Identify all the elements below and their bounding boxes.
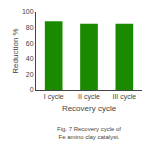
svg-text:Reduction %: Reduction % [11, 28, 20, 73]
svg-text:I cycle: I cycle [44, 93, 64, 101]
svg-text:II cycle: II cycle [78, 93, 100, 101]
svg-text:Recovery cycle: Recovery cycle [62, 104, 117, 113]
svg-text:Fig. 7 Recovery cycle ofFe ami: Fig. 7 Recovery cycle ofFe amino clay ca… [57, 126, 121, 140]
svg-text:0: 0 [30, 86, 34, 93]
svg-text:80: 80 [26, 24, 34, 31]
svg-text:20: 20 [26, 71, 34, 78]
svg-text:III cycle: III cycle [112, 93, 136, 101]
svg-text:60: 60 [26, 40, 34, 47]
svg-text:40: 40 [26, 55, 34, 62]
svg-text:100: 100 [22, 8, 34, 15]
